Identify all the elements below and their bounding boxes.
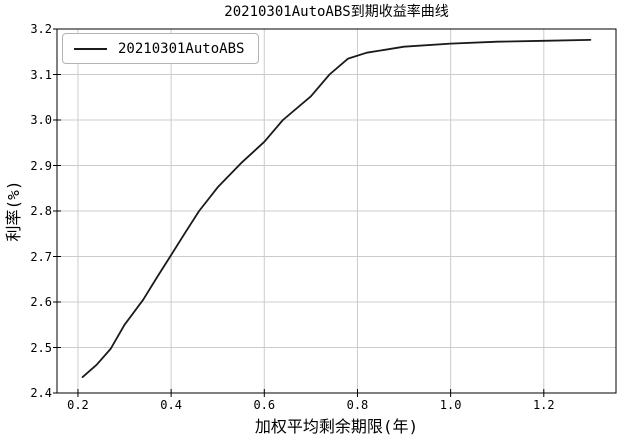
x-tick-label: 0.2 <box>67 398 89 412</box>
x-tick-label: 0.8 <box>346 398 369 412</box>
x-tick-label: 0.6 <box>253 398 276 412</box>
x-tick-label: 1.0 <box>439 398 462 412</box>
y-tick-label: 2.4 <box>30 386 52 400</box>
series-curve <box>81 39 592 378</box>
y-tick-label: 3.0 <box>30 113 52 127</box>
legend-series-label: 20210301AutoABS <box>118 40 245 57</box>
legend-box: 20210301AutoABS <box>62 33 260 64</box>
y-axis-label: 利率(%) <box>4 180 23 242</box>
x-tick-label: 0.4 <box>160 398 182 412</box>
legend-line-sample <box>74 47 107 50</box>
axes-border <box>56 28 617 394</box>
y-tick-label: 2.7 <box>30 249 52 264</box>
y-tick-label: 3.2 <box>30 22 52 36</box>
chart-title: 20210301AutoABS到期收益率曲线 <box>224 4 449 20</box>
x-tick-label: 1.2 <box>532 398 555 412</box>
y-tick-label: 2.5 <box>30 340 52 355</box>
y-tick-label: 2.6 <box>30 295 52 309</box>
y-tick-label: 3.1 <box>30 67 52 82</box>
y-tick-label: 2.8 <box>30 204 52 218</box>
x-axis-label: 加权平均剩余期限(年) <box>254 417 419 436</box>
y-tick-label: 2.9 <box>30 158 52 173</box>
